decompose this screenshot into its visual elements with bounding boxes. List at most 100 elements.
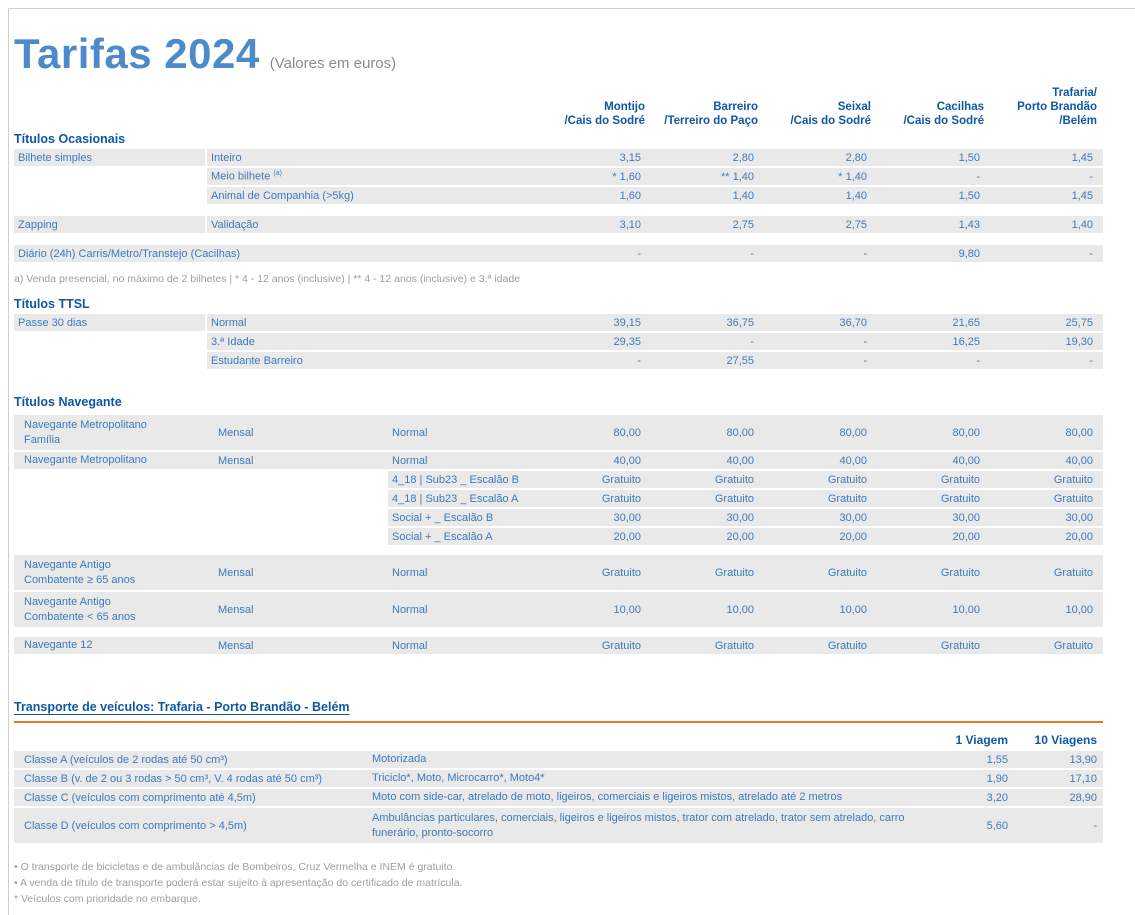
price-value: 13,90: [1069, 753, 1097, 766]
note-line: • O transporte de bicicletas e de ambulâ…: [14, 861, 456, 873]
price-value: 1,40: [732, 189, 754, 202]
price-value: -: [1089, 354, 1093, 367]
price-value: ** 1,40: [720, 170, 754, 183]
price-value: 80,00: [839, 426, 867, 439]
price-value: -: [637, 247, 641, 260]
price-value: 40,00: [952, 454, 980, 467]
price-value: 2,75: [732, 218, 754, 231]
note-line: * Veículos com prioridade no embarque.: [14, 893, 201, 905]
pass-profile: Social + _ Escalão A: [392, 530, 493, 543]
price-value: 3,15: [619, 151, 641, 164]
price-value: 30,00: [726, 511, 754, 524]
vehicle-description: Motorizada: [372, 753, 427, 765]
price-value: 27,55: [726, 354, 754, 367]
pass-period: Mensal: [218, 454, 254, 467]
price-value: -: [976, 170, 980, 183]
price-value: 29,35: [613, 335, 641, 348]
price-value: 10,00: [613, 603, 641, 616]
price-value: 28,90: [1069, 791, 1097, 804]
row-label-text: Meio bilhete: [211, 170, 271, 183]
table-row: 4_18 | Sub23 _ Escalão A Gratuito Gratui…: [14, 490, 1103, 507]
table-row: Social + _ Escalão B 30,00 30,00 30,00 3…: [14, 509, 1103, 526]
price-value: 20,00: [1065, 530, 1093, 543]
price-value: 30,00: [1065, 511, 1093, 524]
price-value: Gratuito: [1053, 473, 1093, 486]
price-value: 1,43: [958, 218, 980, 231]
price-value: 40,00: [1065, 454, 1093, 467]
pass-name: Navegante Metropolitano Família: [24, 418, 218, 448]
table-row: Navegante Metropolitano Mensal Normal 40…: [14, 452, 1103, 469]
price-value: -: [863, 335, 867, 348]
price-value: -: [976, 354, 980, 367]
table-row: Passe 30 dias Normal 39,15 36,75 36,70 2…: [14, 314, 1103, 331]
pass-profile: Normal: [392, 603, 428, 616]
table-row: Estudante Barreiro - 27,55 - - -: [14, 352, 1103, 369]
pass-name-line: Navegante Metropolitano: [24, 418, 147, 431]
row-label: Estudante Barreiro: [211, 354, 303, 367]
price-value: Gratuito: [601, 566, 641, 579]
vehicle-description: Moto com side-car, atrelado de moto, lig…: [372, 791, 843, 803]
table-row: Navegante Metropolitano Família Mensal N…: [14, 415, 1103, 450]
route-line: Seixal: [837, 101, 871, 113]
price-value: 20,00: [952, 530, 980, 543]
table-row: 3.ª Idade 29,35 - - 16,25 19,30: [14, 333, 1103, 350]
pass-profile: Normal: [392, 454, 428, 467]
route-line: /Cais do Sodré: [903, 115, 984, 127]
pass-name-line: Navegante Antigo: [24, 595, 111, 608]
price-value: 10,00: [726, 603, 754, 616]
section-title-veiculos: Transporte de veículos: Trafaria - Porto…: [14, 700, 350, 714]
route-column-headers: Montijo /Cais do Sodré Barreiro /Terreir…: [14, 86, 1103, 128]
price-value: -: [750, 247, 754, 260]
price-value: 1,50: [958, 151, 980, 164]
page-subtitle: (Valores em euros): [269, 55, 397, 72]
price-value: 80,00: [952, 426, 980, 439]
price-value: 3,20: [986, 791, 1008, 804]
price-value: 40,00: [613, 454, 641, 467]
row-label: Inteiro: [211, 151, 242, 164]
price-value: 19,30: [1065, 335, 1093, 348]
price-value: 1,55: [986, 753, 1008, 766]
row-label: Normal: [211, 316, 247, 329]
price-value: Gratuito: [827, 492, 867, 505]
price-value: * 1,60: [612, 170, 641, 183]
route-column-header-trafaria: Trafaria/ Porto Brandão /Belém: [990, 86, 1103, 128]
price-value: -: [1089, 247, 1093, 260]
price-value: 5,60: [986, 819, 1008, 832]
section-title-navegante: Títulos Navegante: [14, 395, 122, 409]
price-value: 16,25: [952, 335, 980, 348]
pass-name-line: Família: [24, 433, 61, 446]
row-group-spacer: [14, 187, 205, 204]
price-value: 40,00: [726, 454, 754, 467]
price-value: 1,45: [1071, 151, 1093, 164]
price-value: 20,00: [613, 530, 641, 543]
note-line: • A venda de título de transporte poderá…: [14, 877, 463, 889]
column-header-1-viagem: 1 Viagem: [955, 733, 1008, 747]
table-row: Zapping Validação 3,10 2,75 2,75 1,43 1,…: [14, 216, 1103, 233]
pass-profile: Social + _ Escalão B: [392, 511, 494, 524]
price-value: 1,90: [986, 772, 1008, 785]
page-title: Tarifas 2024: [14, 30, 260, 77]
price-value: Gratuito: [1053, 566, 1093, 579]
route-column-header-barreiro: Barreiro /Terreiro do Paço: [651, 100, 764, 128]
price-value: 21,65: [952, 316, 980, 329]
route-line: Cacilhas: [936, 101, 984, 113]
price-value: 2,80: [845, 151, 867, 164]
column-header-10-viagens: 10 Viagens: [1034, 733, 1097, 747]
price-value: 30,00: [613, 511, 641, 524]
page-edge-top: [8, 8, 1135, 9]
row-group-spacer: [14, 168, 205, 185]
vehicle-class-label: Classe D (veículos com comprimento > 4,5…: [24, 819, 247, 832]
pass-name: Navegante Antigo Combatente ≥ 65 anos: [24, 558, 218, 588]
table-row: Meio bilhete (a) * 1,60 ** 1,40 * 1,40 -…: [14, 168, 1103, 185]
section-title-ocasionais: Títulos Ocasionais: [14, 132, 126, 146]
price-value: Gratuito: [714, 492, 754, 505]
section-title-ttsl: Títulos TTSL: [14, 297, 90, 311]
price-value: 80,00: [726, 426, 754, 439]
route-line: Barreiro: [713, 101, 758, 113]
route-column-header-cacilhas: Cacilhas /Cais do Sodré: [877, 100, 990, 128]
row-group-label: Zapping: [14, 216, 205, 233]
route-line: Porto Brandão: [1017, 101, 1097, 113]
pass-profile: 4_18 | Sub23 _ Escalão A: [392, 492, 519, 505]
price-value: Gratuito: [714, 473, 754, 486]
table-row: Navegante Antigo Combatente ≥ 65 anos Me…: [14, 555, 1103, 590]
